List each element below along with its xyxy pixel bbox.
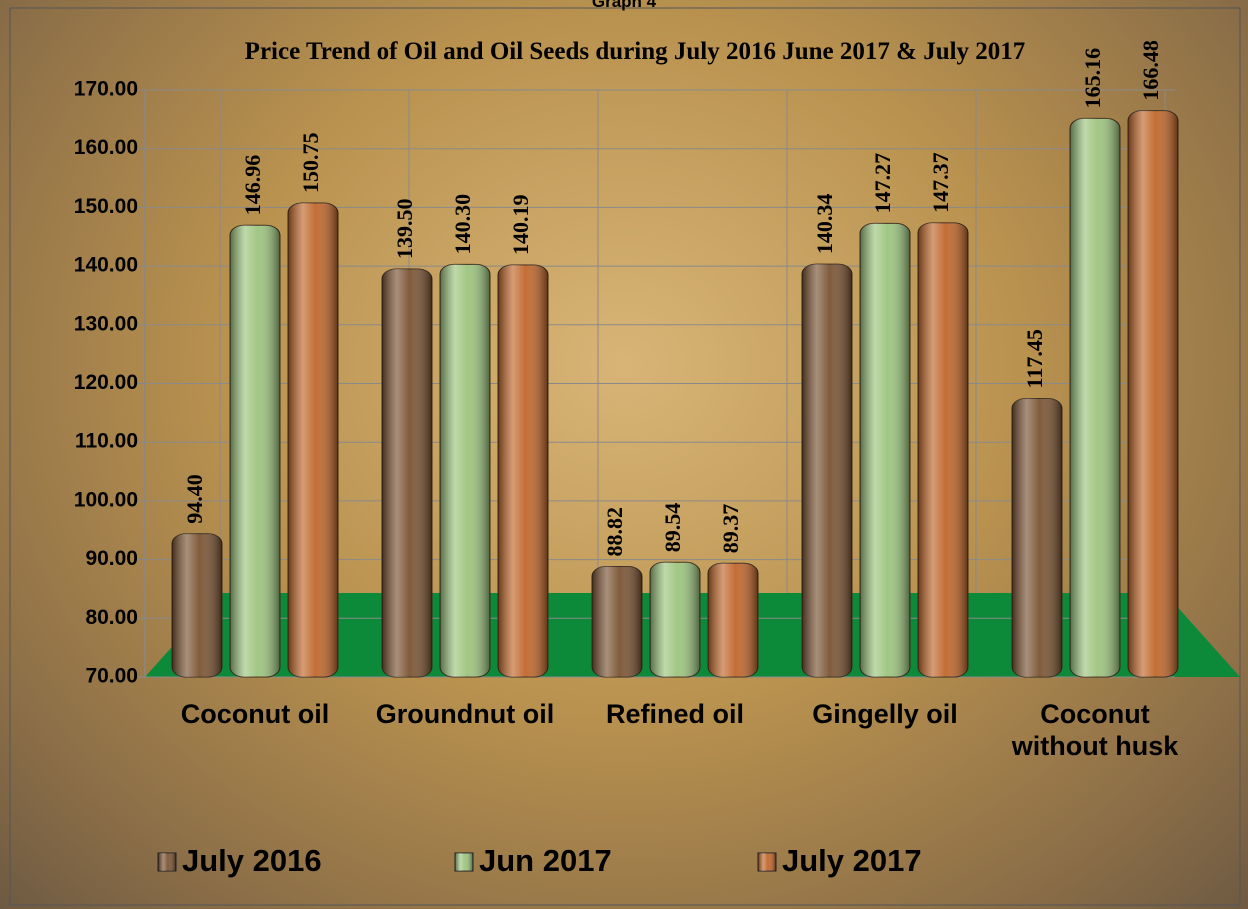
bar-shade xyxy=(592,566,642,677)
x-tick-label: Refined oil xyxy=(605,699,744,729)
legend: July 2016 Jun 2017 July 2017 xyxy=(157,843,922,878)
value-label: 139.50 xyxy=(392,199,417,260)
value-label: 89.54 xyxy=(660,503,685,553)
y-tick-label: 170.00 xyxy=(74,78,138,101)
x-tick-label: Coconut without husk xyxy=(1011,699,1179,761)
bar-shade xyxy=(1070,118,1120,678)
value-label: 166.48 xyxy=(1138,40,1163,101)
legend-swatch-shade xyxy=(455,853,473,871)
y-tick-label: 110.00 xyxy=(75,430,138,453)
bar-shade xyxy=(288,202,338,677)
legend-swatch-shade xyxy=(158,853,176,871)
y-tick-label: 70.00 xyxy=(85,665,138,688)
graph-label: Graph 4 xyxy=(591,0,657,11)
bar-shade xyxy=(230,225,280,677)
y-tick-label: 160.00 xyxy=(74,136,138,159)
value-label: 140.30 xyxy=(450,194,475,255)
bar-shade xyxy=(708,563,758,677)
chart-title: Price Trend of Oil and Oil Seeds during … xyxy=(244,38,1026,65)
y-tick-label: 100.00 xyxy=(74,488,138,511)
legend-swatch-shade xyxy=(758,853,776,871)
bar-shade xyxy=(918,222,968,677)
y-tick-label: 90.00 xyxy=(85,547,138,570)
bar-shade xyxy=(860,223,910,677)
value-label: 150.75 xyxy=(298,132,323,193)
value-label: 94.40 xyxy=(182,474,207,524)
bar-shade xyxy=(802,264,852,677)
bar-shade xyxy=(440,264,490,677)
value-label: 147.37 xyxy=(928,152,953,213)
y-tick-label: 80.00 xyxy=(85,606,138,629)
x-tick-label: Coconut oil xyxy=(180,699,330,729)
value-label: 140.19 xyxy=(508,194,533,255)
value-label: 89.37 xyxy=(718,504,743,554)
bar-shade xyxy=(1128,110,1178,677)
value-label: 146.96 xyxy=(240,155,265,216)
legend-label: Jun 2017 xyxy=(479,843,612,878)
legend-label: July 2016 xyxy=(182,843,322,878)
bar-shade xyxy=(1012,398,1062,677)
value-label: 165.16 xyxy=(1080,48,1105,109)
legend-label: July 2017 xyxy=(782,843,922,878)
value-label: 140.34 xyxy=(812,194,837,255)
value-label: 147.27 xyxy=(870,153,895,214)
y-tick-label: 150.00 xyxy=(74,195,138,218)
bar-shade xyxy=(498,264,548,677)
bar-shade xyxy=(382,269,432,677)
bar-shade xyxy=(650,562,700,677)
value-label: 88.82 xyxy=(602,507,627,557)
labels: 70.00 80.00 90.00 100.00 110.00 120.00 130.00 1… xyxy=(74,40,1163,687)
x-tick-label: Gingelly oil xyxy=(812,699,958,729)
y-tick-label: 130.00 xyxy=(74,312,138,335)
x-tick-label: Groundnut oil xyxy=(375,699,555,729)
value-label: 117.45 xyxy=(1022,329,1047,388)
y-tick-label: 120.00 xyxy=(74,371,138,394)
y-tick-label: 140.00 xyxy=(74,254,138,277)
bars xyxy=(171,110,1179,678)
frame xyxy=(9,7,1241,906)
bar-shade xyxy=(172,533,222,677)
